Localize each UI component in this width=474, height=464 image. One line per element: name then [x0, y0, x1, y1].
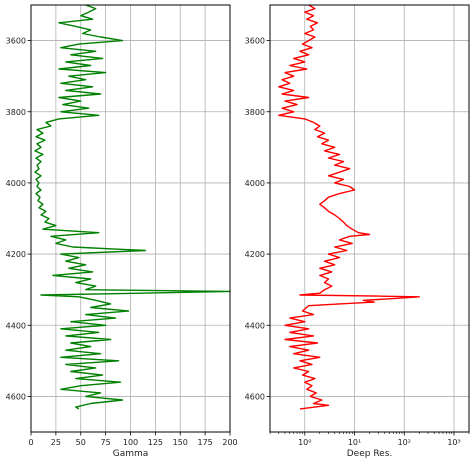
deep-res-grid — [270, 5, 469, 432]
gamma-x-tick-label: 200 — [222, 438, 237, 447]
gamma-y-tick-label: 3800 — [6, 108, 26, 117]
gamma-x-ticks: 0 25 50 75 100 125 150 175 200 — [28, 432, 238, 447]
gamma-x-axis-label: Gamma — [113, 449, 149, 459]
gamma-y-ticks: 3600 3800 4000 4200 4400 4600 — [6, 37, 31, 401]
gamma-log-curve — [34, 4, 231, 410]
deep-res-y-tick-label: 3600 — [245, 37, 265, 46]
gamma-y-tick-label: 4400 — [6, 321, 26, 330]
gamma-x-tick-label: 175 — [197, 438, 212, 447]
deep-res-x-tick-label: 10³ — [447, 438, 460, 447]
deep-res-y-tick-label: 4600 — [245, 392, 265, 401]
gamma-x-tick-label: 50 — [76, 438, 86, 447]
gamma-x-tick-label: 100 — [123, 438, 138, 447]
gamma-x-tick-label: 25 — [51, 438, 61, 447]
gamma-y-tick-label: 4600 — [6, 392, 26, 401]
gamma-y-tick-label: 4000 — [6, 179, 26, 188]
gamma-y-tick-label: 4200 — [6, 250, 26, 259]
deep-res-y-tick-label: 4400 — [245, 321, 265, 330]
deep-res-y-tick-label: 4000 — [245, 179, 265, 188]
deep-res-x-axis-label: Deep Res. — [347, 449, 393, 459]
deep-res-x-tick-label: 10² — [398, 438, 411, 447]
gamma-series — [34, 4, 231, 410]
gamma-x-tick-label: 125 — [148, 438, 163, 447]
deep-res-x-tick-label: 10¹ — [348, 438, 361, 447]
gamma-x-tick-label: 0 — [28, 438, 33, 447]
gamma-y-tick-label: 3600 — [6, 37, 26, 46]
deep-res-panel: 10⁰ 10¹ 10² 10³ 3600 3800 4000 4200 4400 4600 De… — [245, 4, 470, 459]
gamma-panel: 0 25 50 75 100 125 150 175 200 3600 3800 4000 4200 4… — [6, 4, 238, 459]
deep-res-x-tick-label: 10⁰ — [298, 438, 311, 447]
deep-res-log-curve — [278, 4, 420, 410]
gamma-x-tick-label: 150 — [173, 438, 188, 447]
deep-res-y-ticks: 3600 3800 4000 4200 4400 4600 — [245, 37, 270, 401]
deep-res-series — [278, 4, 420, 410]
gamma-x-tick-label: 75 — [101, 438, 111, 447]
deep-res-x-ticks: 10⁰ 10¹ 10² 10³ — [269, 432, 470, 447]
deep-res-y-tick-label: 3800 — [245, 108, 265, 117]
deep-res-y-tick-label: 4200 — [245, 250, 265, 259]
